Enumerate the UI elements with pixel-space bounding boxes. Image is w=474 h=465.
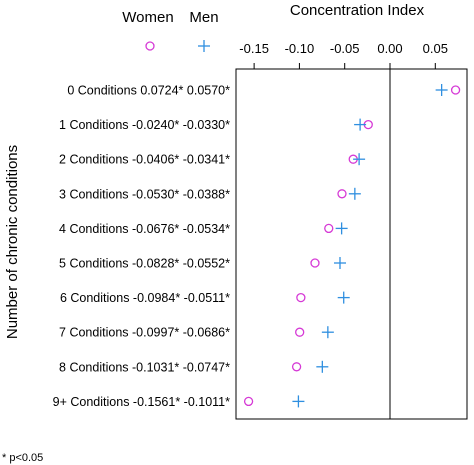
condition-rows: 0 Conditions 0.0724* 0.0570* 1 Conditions… bbox=[53, 84, 230, 409]
men-point bbox=[348, 187, 361, 200]
row-men-value: -0.0511* bbox=[184, 291, 230, 305]
row-men-value: -0.0388* bbox=[183, 187, 230, 201]
row-women-value: -0.1031* bbox=[132, 360, 183, 374]
row-label: 8 Conditions -0.1031* -0.0747* bbox=[59, 360, 230, 374]
row-women-value: -0.1561* bbox=[133, 395, 184, 409]
row-category: 3 Conditions bbox=[59, 187, 132, 201]
row-category: 2 Conditions bbox=[59, 153, 132, 167]
row-label: 4 Conditions -0.0676* -0.0534* bbox=[59, 222, 230, 236]
chart-title: Concentration Index bbox=[290, 2, 425, 19]
row-label: 9+ Conditions -0.1561* -0.1011* bbox=[53, 395, 230, 409]
x-tick-label: -0.10 bbox=[285, 41, 315, 56]
row-label: 3 Conditions -0.0530* -0.0388* bbox=[59, 187, 230, 201]
row-category: 0 Conditions bbox=[67, 84, 140, 98]
row-label: 0 Conditions 0.0724* 0.0570* bbox=[67, 84, 230, 98]
row-women-value: -0.0406* bbox=[132, 153, 183, 167]
row-category: 6 Conditions bbox=[60, 291, 133, 305]
data-markers bbox=[243, 84, 461, 408]
row-men-value: -0.1011* bbox=[184, 395, 230, 409]
row-category: 5 Conditions bbox=[59, 257, 132, 271]
row-women-value: -0.0676* bbox=[132, 222, 183, 236]
row-category: 7 Conditions bbox=[59, 326, 132, 340]
row-category: 8 Conditions bbox=[59, 360, 132, 374]
footnote: * p<0.05 bbox=[2, 452, 43, 464]
x-axis: -0.15 -0.10 -0.05 0.00 0.05 bbox=[239, 41, 448, 69]
row-men-value: -0.0330* bbox=[183, 118, 230, 132]
row-men-value: -0.0686* bbox=[183, 326, 230, 340]
row-women-value: -0.0997* bbox=[132, 326, 183, 340]
row-women-value: -0.0984* bbox=[133, 291, 184, 305]
row-label: 2 Conditions -0.0406* -0.0341* bbox=[59, 153, 230, 167]
x-tick-label: -0.15 bbox=[239, 41, 269, 56]
men-point bbox=[353, 153, 366, 166]
x-tick-label: 0.05 bbox=[423, 41, 448, 56]
row-men-value: -0.0534* bbox=[183, 222, 230, 236]
legend-marker-women bbox=[145, 41, 155, 51]
men-point bbox=[335, 222, 348, 235]
row-label: 1 Conditions -0.0240* -0.0330* bbox=[59, 118, 230, 132]
row-men-value: -0.0552* bbox=[183, 257, 230, 271]
women-point bbox=[291, 362, 302, 372]
row-women-value: -0.0828* bbox=[132, 257, 183, 271]
men-point bbox=[354, 118, 367, 131]
row-men-value: -0.0747* bbox=[183, 360, 230, 374]
y-axis-label: Number of chronic conditions bbox=[4, 145, 21, 339]
men-point bbox=[333, 257, 346, 269]
row-women-value: -0.0530* bbox=[132, 187, 183, 201]
women-point bbox=[450, 85, 461, 95]
row-men-value: 0.0570* bbox=[187, 84, 230, 98]
women-point bbox=[295, 327, 305, 337]
women-point bbox=[324, 223, 334, 234]
row-label: 5 Conditions -0.0828* -0.0552* bbox=[59, 257, 230, 271]
women-point bbox=[243, 396, 254, 407]
row-women-value: 0.0724* bbox=[140, 84, 187, 98]
legend-label-women: Women bbox=[122, 9, 173, 26]
x-tick-label: -0.05 bbox=[330, 41, 360, 56]
women-point bbox=[296, 292, 306, 303]
x-tick-label: 0.00 bbox=[377, 41, 402, 56]
legend: Women Men bbox=[122, 9, 219, 52]
row-women-value: -0.0240* bbox=[132, 118, 183, 132]
men-point bbox=[292, 395, 305, 408]
row-category: 9+ Conditions bbox=[53, 395, 133, 409]
row-label: 6 Conditions -0.0984* -0.0511* bbox=[60, 291, 230, 305]
men-point bbox=[321, 326, 334, 339]
men-point bbox=[316, 360, 329, 373]
row-men-value: -0.0341* bbox=[183, 153, 230, 167]
men-point bbox=[435, 84, 448, 96]
women-point bbox=[310, 258, 320, 268]
men-point bbox=[337, 291, 350, 304]
row-category: 4 Conditions bbox=[59, 222, 132, 236]
plot-frame bbox=[235, 68, 468, 420]
legend-marker-men bbox=[198, 40, 210, 52]
women-point bbox=[337, 189, 347, 199]
legend-label-men: Men bbox=[189, 9, 218, 26]
row-category: 1 Conditions bbox=[59, 118, 132, 132]
row-label: 7 Conditions -0.0997* -0.0686* bbox=[59, 326, 230, 340]
